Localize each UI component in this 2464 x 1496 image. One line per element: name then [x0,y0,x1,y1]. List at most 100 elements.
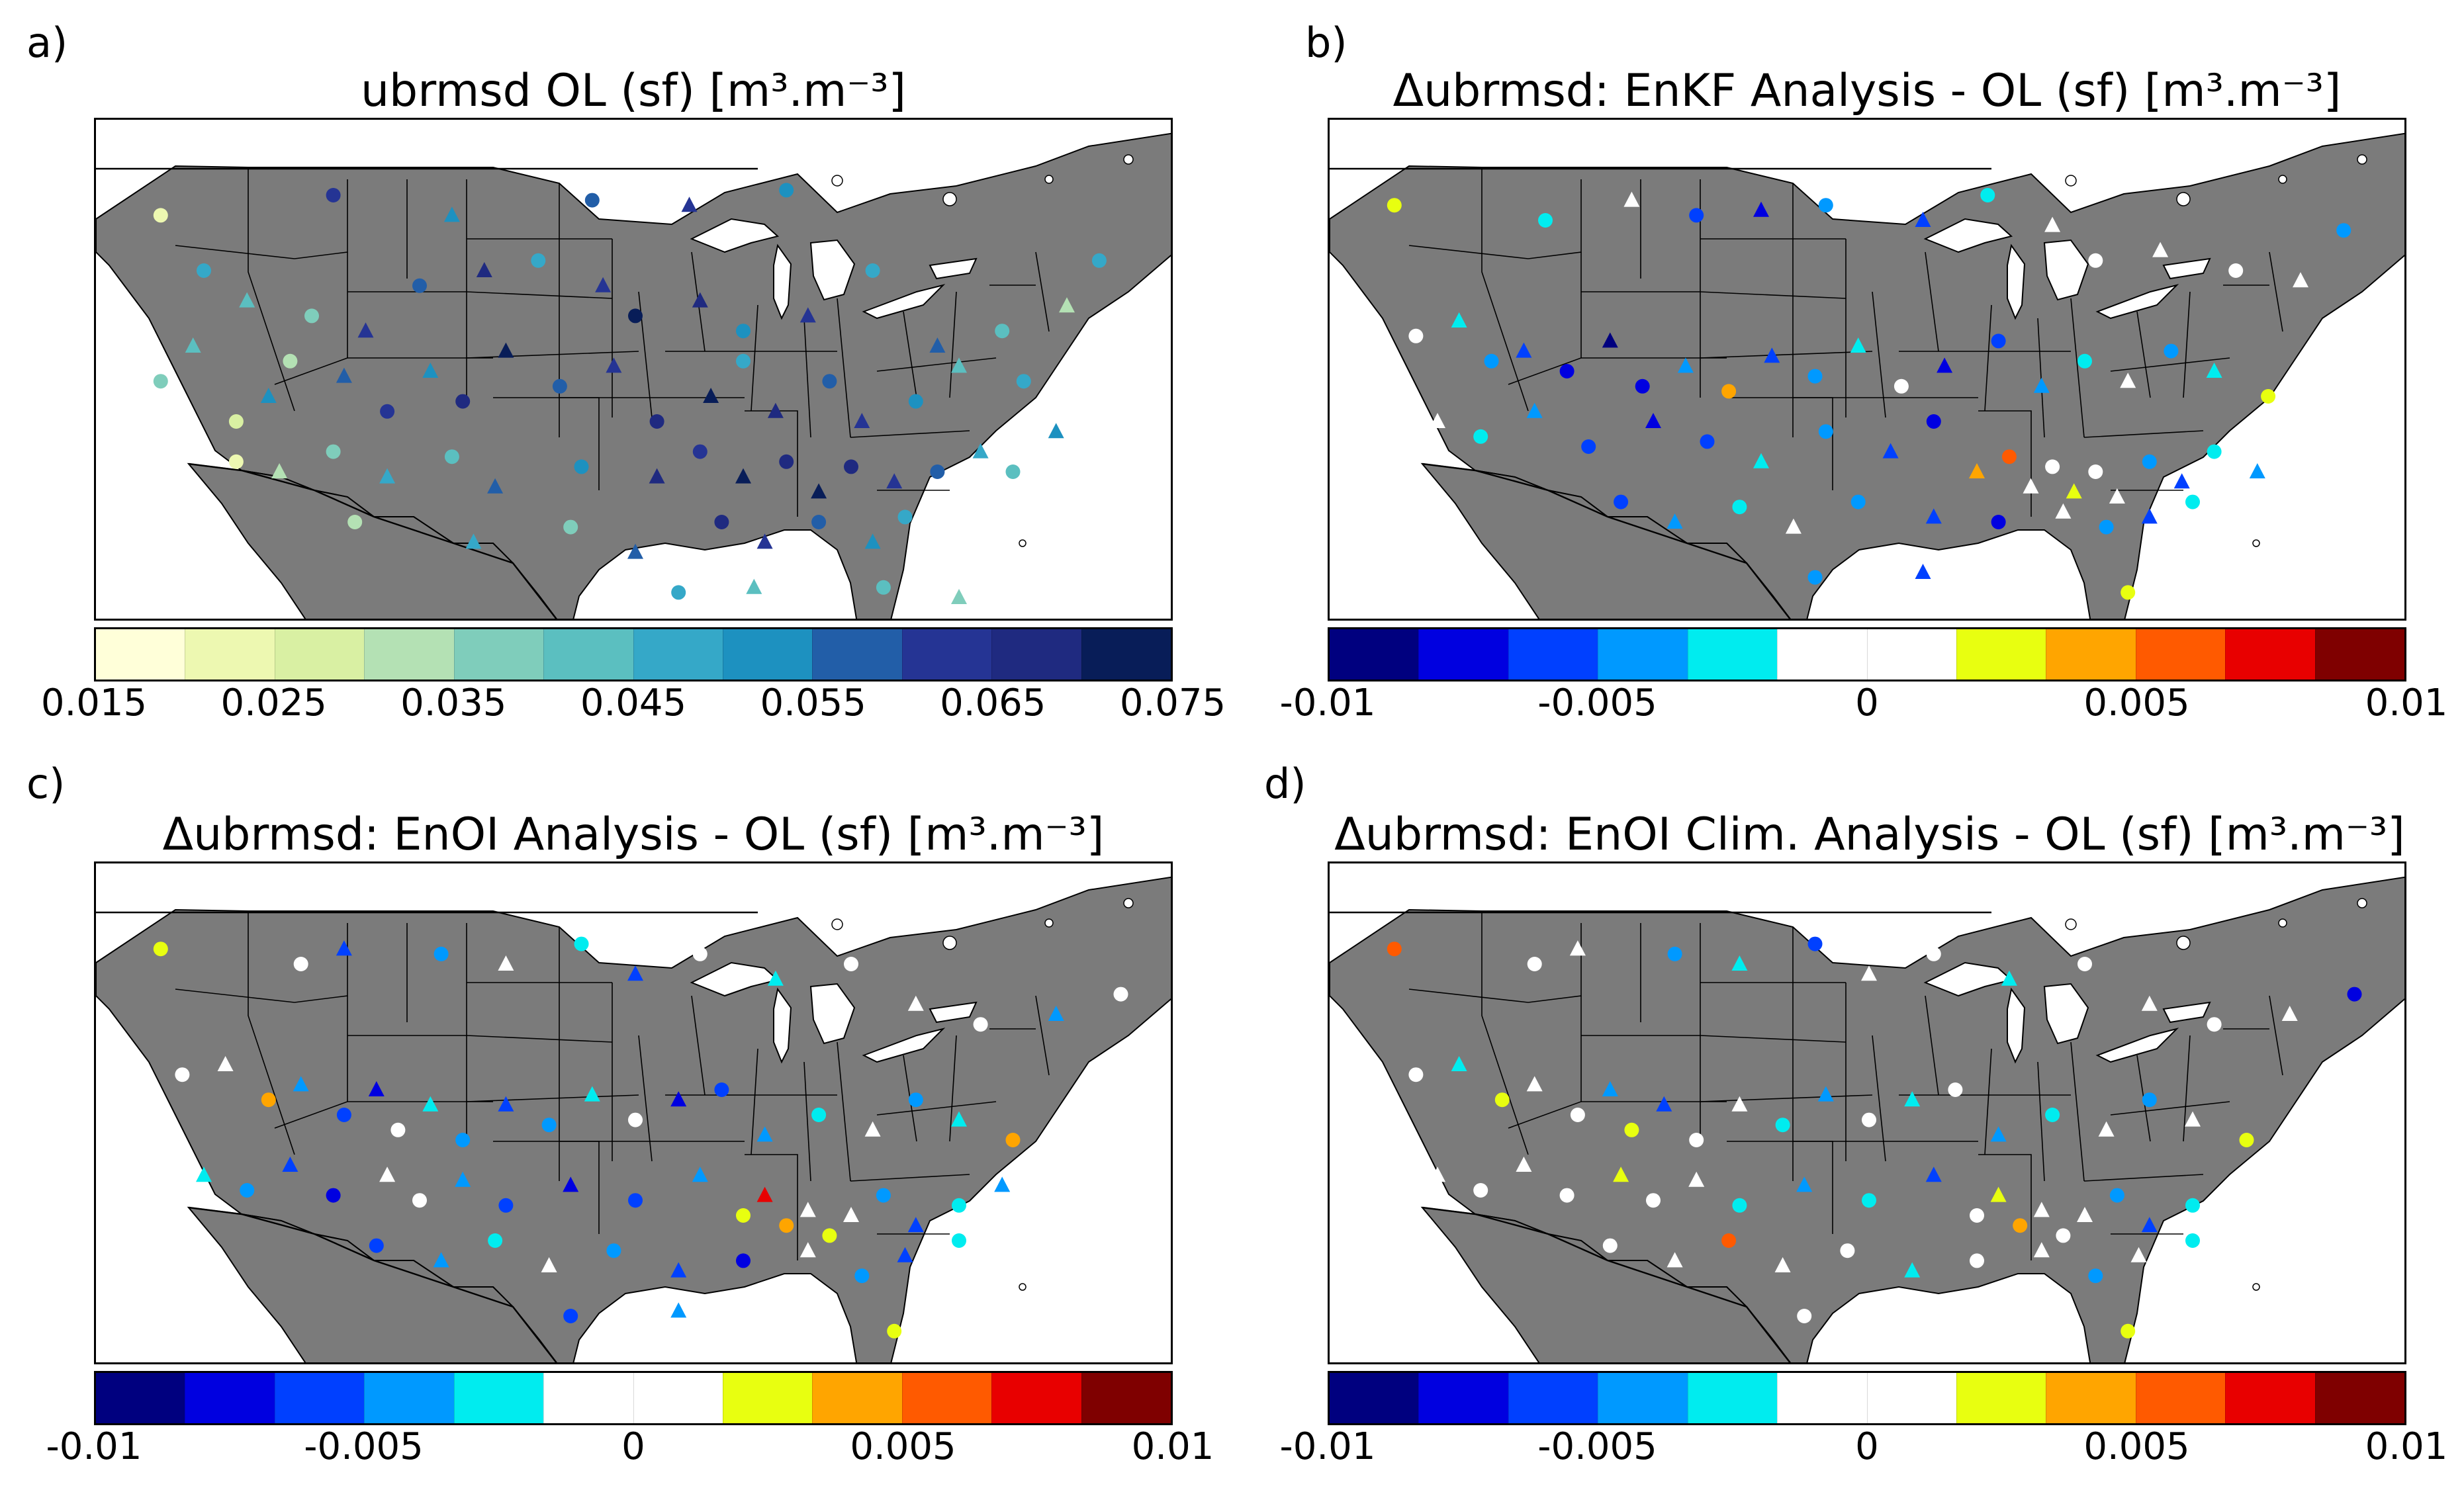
panel-d-station-triangle [2033,1202,2050,1217]
panel-d-colorbar-bin-3 [1598,1373,1688,1423]
panel-d-colorbar-bin-11 [2314,1373,2405,1423]
country-border [188,1206,557,1362]
panel-a-station-circle [844,459,858,474]
great-lake [2043,239,2089,301]
panel-c-station-circle [412,1193,427,1208]
panel-b-letter: b) [1305,19,1347,67]
panel-d-station-circle [1797,1309,1812,1323]
panel-a-title: ubrmsd OL (sf) [m³.m⁻³] [360,65,907,117]
panel-b-station-circle [1700,434,1715,449]
panel-a-map [94,118,1173,621]
country-border [1422,462,1791,619]
panel-d-station-triangle [1526,1076,1543,1092]
panel-d-station-circle [1862,1193,1876,1208]
panel-b-station-triangle [2023,478,2039,494]
panel-c-station-circle [822,1228,837,1243]
panel-d-station-circle [1970,1208,1984,1223]
panel-b-colorbar-bin-8 [2046,629,2136,680]
panel-b-station-circle [2045,459,2060,474]
panel-c-station-circle [876,1188,891,1203]
panel-b-station-triangle [1882,443,1899,459]
island [1019,539,1027,547]
panel-a-station-triangle [336,367,352,383]
state-border [2183,1035,2191,1142]
panel-c-title: Δubrmsd: EnOI Analysis - OL (sf) [m³.m⁻³… [162,809,1105,861]
panel-d-station-triangle [1861,965,1877,981]
panel-c-station-triangle [670,1262,687,1278]
state-border [745,410,798,517]
panel-a-station-circle [531,253,546,268]
panel-a-station-triangle [606,357,622,373]
panel-b-station-circle [1614,494,1629,509]
panel-d-station-triangle [1904,1302,1921,1318]
state-border [803,318,811,438]
great-lake [929,257,978,280]
panel-a-colorbar-bin-7 [722,629,813,680]
panel-c-colorbar-bin-8 [812,1373,902,1423]
panel-d-station-circle [2185,1198,2200,1213]
panel-d-station-circle [2109,1188,2124,1203]
panel-a-station-circle [649,414,664,429]
panel-a-colorbar-tick-label: 0.035 [400,682,507,725]
panel-c-station-triangle [897,1247,913,1262]
panel-d-station-circle [1862,1112,1876,1127]
panel-a-colorbar-bin-2 [274,629,365,680]
panel-a-station-triangle [595,277,612,292]
panel-c-station-circle [952,1198,966,1213]
panel-c-station-triangle [756,1126,773,1142]
panel-b-station-triangle [2293,272,2308,288]
panel-d-station-triangle [1904,1091,1921,1107]
panel-c-station-triangle [907,995,924,1011]
panel-d-station-circle [1473,1183,1488,1198]
state-border [1035,995,1050,1076]
panel-b-station-triangle [1915,212,1931,227]
panel-d-station-circle [1689,1133,1704,1147]
panel-d-station-triangle [1656,1096,1672,1112]
panel-d-station-triangle [2281,1006,2298,1021]
country-border [1422,1206,1791,1362]
country-border [188,462,557,619]
panel-b-station-triangle [1645,413,1661,428]
panel-a-station-circle [153,374,168,389]
panel-a-station-triangle [681,197,698,212]
panel-a-colorbar-bin-6 [633,629,723,680]
panel-b-station-circle [2001,449,2017,464]
panel-d-station-triangle [1774,1257,1791,1272]
panel-d-station-triangle [1904,1262,1921,1278]
panel-b-station-circle [1721,384,1737,399]
panel-d-station-circle [1387,942,1402,957]
state-border [1035,251,1050,332]
panel-a-station-circle [822,374,837,389]
panel-c-map-svg [96,863,1171,1362]
state-border [2110,357,2230,372]
panel-c-station-circle [261,1092,276,1108]
panel-d-colorbar-tick-label: 0.01 [2365,1425,2448,1468]
panel-a-station-circle [153,208,168,223]
panel-b-colorbar-bin-6 [1866,629,1956,680]
panel-d-station-triangle [1688,1171,1705,1187]
panel-d-station-triangle [2141,1217,2158,1233]
panel-d-station-triangle [1569,940,1586,956]
panel-b-colorbar-bin-3 [1598,629,1688,680]
panel-c-station-triangle [627,965,643,981]
panel-a-station-circle [574,459,589,474]
state-border [2269,251,2283,332]
panel-d-station-circle [1970,1253,1984,1268]
panel-b-station-triangle [2195,574,2212,590]
panel-d-station-circle [1408,1067,1424,1082]
panel-d-station-circle [1667,946,1682,961]
panel-b-station-circle [1807,369,1823,384]
island [1044,175,1054,184]
state-border [638,1035,653,1162]
panel-b-colorbar-bin-11 [2314,629,2405,680]
panel-a-station-circle [326,444,341,459]
panel-b-station-circle [1559,364,1574,378]
state-border [1481,911,1529,1155]
state-border [1700,1094,1873,1102]
panel-a-station-circle [228,454,244,469]
panel-d-station-circle [1494,1092,1510,1108]
panel-d-station-circle [1948,1082,1963,1097]
panel-c-station-triangle [670,1302,687,1318]
panel-a-station-circle [304,308,319,324]
panel-b-station-circle [2088,464,2103,479]
